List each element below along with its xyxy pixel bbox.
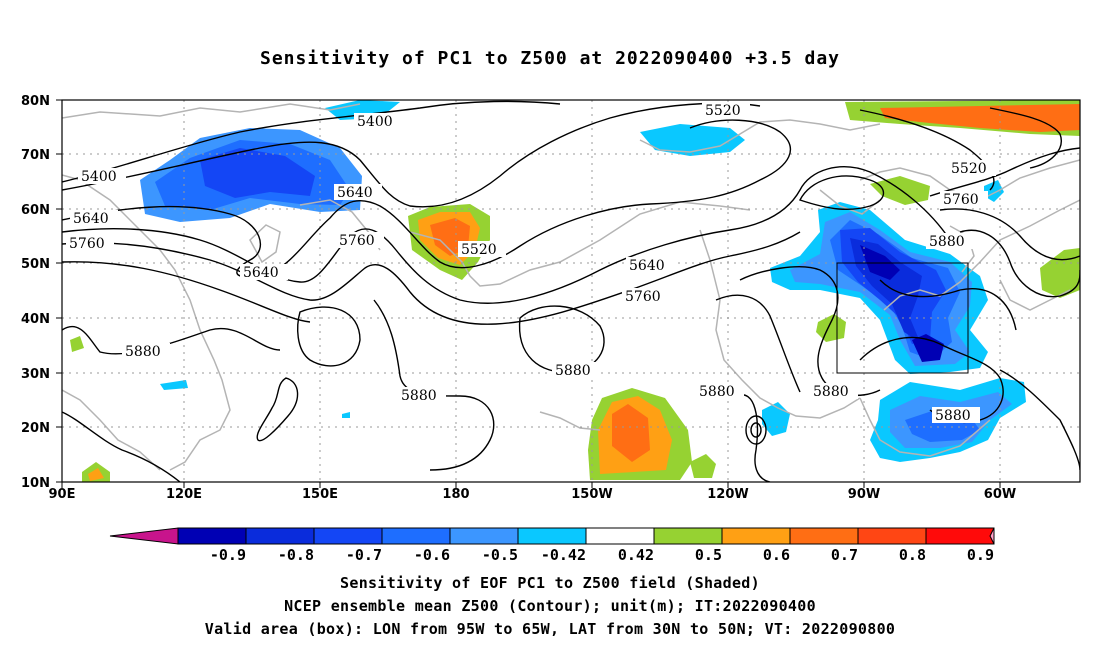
contour-label: 5880 xyxy=(555,363,591,379)
colorbar-tick-label: -0.6 xyxy=(414,546,450,564)
contour-label: 5400 xyxy=(81,169,117,185)
latitude-labels: 80N 70N 60N 50N 40N 30N 20N 10N xyxy=(21,94,50,491)
colorbar-tick-label: 0.6 xyxy=(763,546,790,564)
contour-labels: 5400 5400 5520 5520 5520 5640 5640 5640 … xyxy=(66,102,996,424)
contour-label: 5640 xyxy=(337,185,373,201)
colorbar-tick-label: 0.7 xyxy=(831,546,858,564)
lon-label: 120W xyxy=(707,487,748,502)
z500-contours xyxy=(62,100,1080,482)
caption-shading: Sensitivity of EOF PC1 to Z500 field (Sh… xyxy=(340,574,760,592)
contour-label: 5760 xyxy=(69,236,105,252)
contour-label: 5880 xyxy=(929,234,965,250)
contour-label: 5880 xyxy=(699,384,735,400)
colorbar-segment xyxy=(381,527,451,545)
lon-label: 60W xyxy=(984,487,1016,502)
colorbar-under-triangle xyxy=(109,527,179,545)
colorbar-segment xyxy=(313,527,383,545)
lat-label: 80N xyxy=(21,94,50,109)
colorbar-over-triangle xyxy=(989,527,995,545)
contour-label: 5760 xyxy=(943,192,979,208)
colorbar-segment xyxy=(449,527,519,545)
lon-label: 150E xyxy=(302,487,338,502)
colorbar-segment xyxy=(517,527,587,545)
colorbar-tick-label: 0.42 xyxy=(618,546,654,564)
lon-label: 90W xyxy=(848,487,880,502)
colorbar-segment xyxy=(857,527,927,545)
contour-label: 5520 xyxy=(461,242,497,258)
contour-label: 5520 xyxy=(951,161,987,177)
lat-label: 60N xyxy=(21,203,50,218)
colorbar-segment xyxy=(721,527,791,545)
colorbar-tick-label: 0.9 xyxy=(967,546,994,564)
valid-area-box xyxy=(836,262,969,374)
map-title: Sensitivity of PC1 to Z500 at 2022090400… xyxy=(259,48,840,69)
colorbar-segment xyxy=(653,527,723,545)
contour-label: 5880 xyxy=(401,388,437,404)
contour-label: 5760 xyxy=(625,289,661,305)
colorbar-tick-label: -0.7 xyxy=(346,546,382,564)
colorbar-segment xyxy=(585,527,655,545)
colorbar-tick-label: -0.42 xyxy=(541,546,586,564)
contour-label: 5760 xyxy=(339,233,375,249)
positive-sensitivity-shading xyxy=(70,100,1080,482)
lon-label: 150W xyxy=(571,487,612,502)
contour-label: 5880 xyxy=(935,408,971,424)
colorbar-tick-label: -0.5 xyxy=(482,546,518,564)
lat-label: 20N xyxy=(21,421,50,436)
contour-label: 5640 xyxy=(629,258,665,274)
lat-label: 50N xyxy=(21,257,50,272)
contour-label: 5400 xyxy=(357,114,393,130)
plot-frame xyxy=(61,99,1081,483)
contour-label: 5640 xyxy=(243,265,279,281)
lon-label: 90E xyxy=(49,487,76,502)
colorbar: -0.9 -0.8 -0.7 -0.6 -0.5 -0.42 0.42 0.5 0.6 0.7 0.… xyxy=(109,527,995,564)
contour-label: 5880 xyxy=(125,344,161,360)
longitude-labels: 90E 120E 150E 180 150W 120W 90W 60W xyxy=(49,487,1017,502)
coastlines xyxy=(62,103,1080,471)
lat-label: 70N xyxy=(21,148,50,163)
lat-label: 30N xyxy=(21,367,50,382)
lon-label: 120E xyxy=(166,487,202,502)
colorbar-tick-label: -0.9 xyxy=(210,546,246,564)
lat-label: 10N xyxy=(21,476,50,491)
caption-valid-area: Valid area (box): LON from 95W to 65W, L… xyxy=(204,620,896,638)
map-panel xyxy=(62,100,1080,482)
colorbar-tick-label: 0.5 xyxy=(695,546,722,564)
contour-label: 5640 xyxy=(73,211,109,227)
caption-contour: NCEP ensemble mean Z500 (Contour); unit(… xyxy=(284,597,816,615)
colorbar-tick-label: -0.8 xyxy=(278,546,314,564)
lat-label: 40N xyxy=(21,312,50,327)
contour-label: 5520 xyxy=(705,103,741,119)
axis-ticks xyxy=(56,99,1001,488)
lon-label: 180 xyxy=(442,487,469,502)
colorbar-segment xyxy=(925,527,995,545)
contour-label: 5880 xyxy=(813,384,849,400)
colorbar-segment xyxy=(789,527,859,545)
colorbar-segment xyxy=(177,527,247,545)
colorbar-segment xyxy=(245,527,315,545)
colorbar-tick-label: 0.8 xyxy=(899,546,926,564)
